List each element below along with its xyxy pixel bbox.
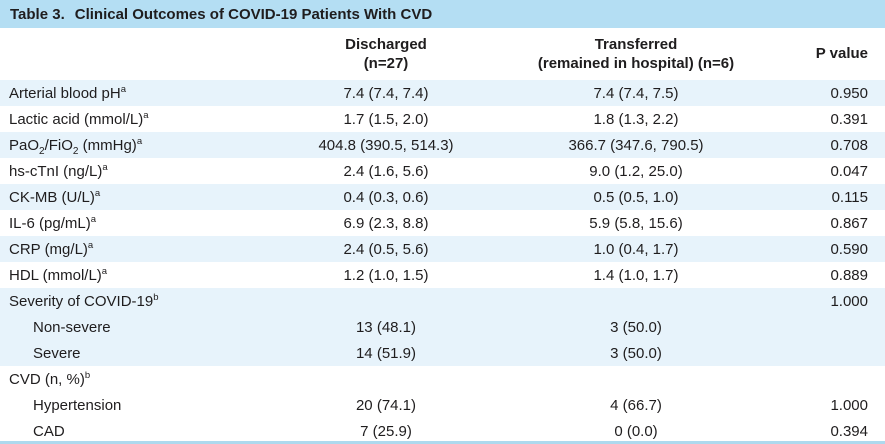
cell-pvalue <box>770 340 885 366</box>
cell-transferred: 7.4 (7.4, 7.5) <box>593 84 679 102</box>
cell-transferred: 9.0 (1.2, 25.0) <box>589 162 683 180</box>
row-label: PaO2/FiO2 (mmHg)a <box>9 135 143 157</box>
cell-discharged: 0.4 (0.3, 0.6) <box>343 188 429 206</box>
cell-pvalue: 1.000 <box>830 396 868 414</box>
table-row: Arterial blood pHa 7.4 (7.4, 7.4) 7.4 (7.4… <box>0 80 885 106</box>
cell-pvalue: 0.950 <box>830 84 868 102</box>
cell-pvalue: 0.708 <box>830 136 868 154</box>
cell-discharged: 20 (74.1) <box>355 396 417 414</box>
cell-pvalue: 1.000 <box>830 292 868 310</box>
row-label: hs-cTnI (ng/L)a <box>9 161 108 180</box>
table-bottom-border <box>0 441 885 444</box>
cell-discharged: 13 (48.1) <box>355 318 417 336</box>
col-header-transferred-line2: (remained in hospital) (n=6) <box>537 55 735 72</box>
row-label: Lactic acid (mmol/L)a <box>9 109 149 128</box>
cell-transferred: 5.9 (5.8, 15.6) <box>589 214 683 232</box>
cell-pvalue: 0.889 <box>830 266 868 284</box>
cell-transferred: 3 (50.0) <box>610 318 662 336</box>
row-label: Hypertension <box>33 396 122 414</box>
cell-transferred <box>502 366 770 392</box>
cell-pvalue: 0.047 <box>830 162 868 180</box>
row-label: Arterial blood pHa <box>9 83 127 102</box>
cell-pvalue: 0.115 <box>831 188 868 206</box>
cell-discharged: 6.9 (2.3, 8.8) <box>343 214 429 232</box>
cell-discharged: 7.4 (7.4, 7.4) <box>343 84 429 102</box>
cell-discharged: 2.4 (1.6, 5.6) <box>343 162 429 180</box>
table-row: CK-MB (U/L)a 0.4 (0.3, 0.6) 0.5 (0.5, 1.0)… <box>0 184 885 210</box>
table-row: HDL (mmol/L)a 1.2 (1.0, 1.5) 1.4 (1.0, 1.7… <box>0 262 885 288</box>
cell-pvalue: 0.867 <box>830 214 868 232</box>
row-label: Non-severe <box>33 318 111 336</box>
table-row: hs-cTnI (ng/L)a 2.4 (1.6, 5.6) 9.0 (1.2, 2… <box>0 158 885 184</box>
table-row: Non-severe 13 (48.1) 3 (50.0) <box>0 314 885 340</box>
cell-discharged: 2.4 (0.5, 5.6) <box>343 240 429 258</box>
cell-pvalue: 0.394 <box>830 422 868 440</box>
col-header-discharged: Discharged (n=27) <box>270 28 502 80</box>
col-header-transferred-line1: Transferred <box>594 35 678 53</box>
table-title: Clinical Outcomes of COVID-19 Patients W… <box>74 5 433 23</box>
cell-transferred: 366.7 (347.6, 790.5) <box>568 136 704 154</box>
cell-transferred: 1.0 (0.4, 1.7) <box>593 240 679 258</box>
cell-transferred: 4 (66.7) <box>610 396 662 414</box>
cell-transferred: 1.8 (1.3, 2.2) <box>593 110 679 128</box>
table-row: CVD (n, %)b <box>0 366 885 392</box>
col-header-transferred: Transferred (remained in hospital) (n=6) <box>502 28 770 80</box>
cell-transferred: 3 (50.0) <box>610 344 662 362</box>
row-label: Severity of COVID-19b <box>9 291 159 310</box>
cell-transferred: 0 (0.0) <box>614 422 658 440</box>
cell-discharged <box>270 288 502 314</box>
cell-discharged: 7 (25.9) <box>360 422 412 440</box>
table-row: Lactic acid (mmol/L)a 1.7 (1.5, 2.0) 1.8 (… <box>0 106 885 132</box>
table-row: CRP (mg/L)a 2.4 (0.5, 5.6) 1.0 (0.4, 1.7) 0… <box>0 236 885 262</box>
table-row: Severity of COVID-19b 1.000 <box>0 288 885 314</box>
table-row: Hypertension 20 (74.1) 4 (66.7) 1.000 <box>0 392 885 418</box>
cell-transferred <box>502 288 770 314</box>
table-row: Severe 14 (51.9) 3 (50.0) <box>0 340 885 366</box>
cell-discharged: 1.7 (1.5, 2.0) <box>343 110 429 128</box>
table-body: Arterial blood pHa 7.4 (7.4, 7.4) 7.4 (7.4… <box>0 80 885 444</box>
cell-pvalue <box>770 314 885 340</box>
row-label: CK-MB (U/L)a <box>9 187 101 206</box>
header-row: Discharged (n=27) Transferred (remained … <box>0 28 885 80</box>
cell-discharged: 14 (51.9) <box>355 344 417 362</box>
cell-discharged: 1.2 (1.0, 1.5) <box>343 266 429 284</box>
row-label: IL-6 (pg/mL)a <box>9 213 96 232</box>
table-title-bar: Table 3. Clinical Outcomes of COVID-19 P… <box>0 0 885 28</box>
table-row: CAD 7 (25.9) 0 (0.0) 0.394 <box>0 418 885 444</box>
col-header-discharged-line1: Discharged <box>345 35 427 53</box>
table-number: Table 3. <box>10 5 65 23</box>
cell-pvalue <box>770 366 885 392</box>
cell-transferred: 0.5 (0.5, 1.0) <box>593 188 679 206</box>
table-row: IL-6 (pg/mL)a 6.9 (2.3, 8.8) 5.9 (5.8, 15.… <box>0 210 885 236</box>
col-header-pvalue: P value <box>770 28 885 80</box>
row-label: CRP (mg/L)a <box>9 239 94 258</box>
row-label: CAD <box>33 422 65 440</box>
cell-pvalue: 0.590 <box>830 240 868 258</box>
table-row: PaO2/FiO2 (mmHg)a 404.8 (390.5, 514.3) 366… <box>0 132 885 158</box>
cell-pvalue: 0.391 <box>830 110 868 128</box>
clinical-outcomes-table: Discharged (n=27) Transferred (remained … <box>0 28 885 444</box>
cell-discharged <box>270 366 502 392</box>
col-header-discharged-line2: (n=27) <box>363 55 409 72</box>
row-label: HDL (mmol/L)a <box>9 265 108 284</box>
row-label: Severe <box>33 344 81 362</box>
row-label: CVD (n, %)b <box>9 369 91 388</box>
col-header-parameter <box>0 28 270 80</box>
cell-discharged: 404.8 (390.5, 514.3) <box>318 136 454 154</box>
cell-transferred: 1.4 (1.0, 1.7) <box>593 266 679 284</box>
